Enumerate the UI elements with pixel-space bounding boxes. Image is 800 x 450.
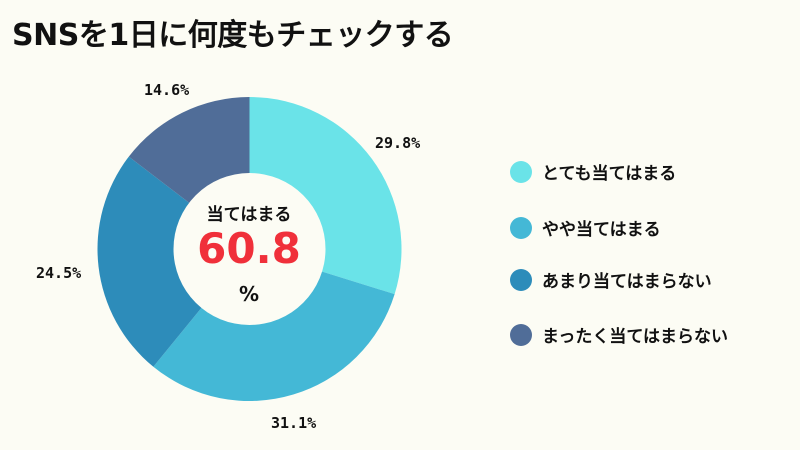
center-label: 当てはまる bbox=[206, 205, 292, 225]
legend-dot-icon bbox=[510, 268, 532, 291]
slice-label-very: 29.8% bbox=[375, 134, 421, 152]
center-unit: % bbox=[238, 282, 260, 306]
slice-label-somewhat: 31.1% bbox=[271, 414, 317, 432]
legend-label: あまり当てはまらない bbox=[542, 272, 712, 292]
legend-dot-icon bbox=[510, 216, 532, 239]
donut-slice bbox=[97, 156, 250, 367]
donut-chart: 29.8% 31.1% 24.5% 14.6% 当てはまる 60.8 % bbox=[36, 81, 421, 432]
legend-dot-icon bbox=[510, 323, 532, 346]
legend-dot-icon bbox=[510, 160, 532, 183]
donut-svg bbox=[97, 97, 402, 401]
legend-item-not-at-all: まったく当てはまらない bbox=[510, 322, 728, 347]
legend-item-not-much: あまり当てはまらない bbox=[510, 267, 712, 292]
legend-label: とても当てはまる bbox=[542, 164, 677, 184]
donut-slice bbox=[153, 249, 395, 401]
slice-label-not-much: 24.5% bbox=[36, 264, 82, 282]
legend-label: まったく当てはまらない bbox=[542, 327, 728, 347]
center-value: 60.8 bbox=[197, 224, 301, 273]
chart-title: SNSを1日に何度もチェックする bbox=[12, 18, 454, 53]
donut-hole bbox=[173, 173, 326, 325]
slice-label-not-at-all: 14.6% bbox=[144, 81, 190, 99]
legend-label: やや当てはまる bbox=[542, 220, 661, 240]
legend-item-somewhat: やや当てはまる bbox=[510, 215, 661, 240]
legend-item-very: とても当てはまる bbox=[510, 159, 676, 184]
